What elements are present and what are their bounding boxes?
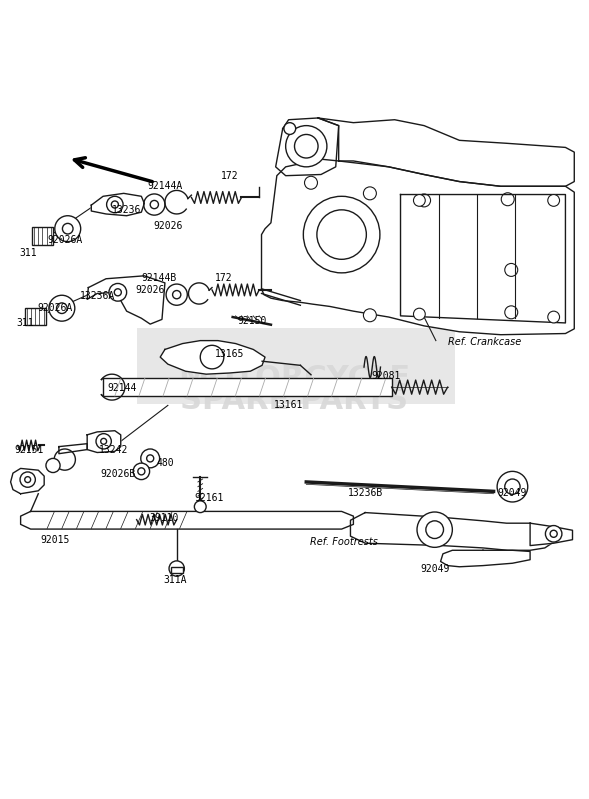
- Polygon shape: [262, 159, 574, 335]
- Circle shape: [418, 194, 431, 207]
- FancyBboxPatch shape: [25, 308, 46, 325]
- Circle shape: [107, 197, 123, 213]
- Circle shape: [20, 472, 35, 487]
- Circle shape: [505, 306, 518, 319]
- Circle shape: [286, 125, 327, 167]
- Circle shape: [109, 284, 127, 301]
- FancyBboxPatch shape: [137, 328, 455, 404]
- Text: 92144: 92144: [108, 383, 137, 393]
- Polygon shape: [91, 193, 144, 216]
- Circle shape: [548, 194, 560, 206]
- Text: 311: 311: [16, 318, 34, 328]
- Text: 311A: 311A: [164, 575, 187, 586]
- Text: Ref. Crankcase: Ref. Crankcase: [448, 336, 521, 347]
- Text: 92049: 92049: [420, 564, 449, 574]
- FancyBboxPatch shape: [103, 378, 392, 396]
- Circle shape: [144, 194, 165, 215]
- Circle shape: [417, 512, 452, 547]
- Circle shape: [57, 303, 67, 313]
- Text: 172: 172: [215, 273, 233, 283]
- Circle shape: [54, 449, 75, 470]
- Text: SPARE PARTS: SPARE PARTS: [180, 386, 409, 415]
- Circle shape: [413, 308, 425, 320]
- Polygon shape: [87, 276, 165, 324]
- Circle shape: [169, 561, 184, 576]
- Text: 172: 172: [221, 171, 239, 181]
- Text: 480: 480: [156, 458, 174, 467]
- Polygon shape: [276, 118, 339, 176]
- Circle shape: [413, 194, 425, 206]
- Circle shape: [303, 197, 380, 273]
- Circle shape: [49, 296, 75, 321]
- Circle shape: [166, 284, 187, 305]
- Polygon shape: [441, 551, 530, 566]
- Circle shape: [548, 311, 560, 323]
- Polygon shape: [160, 340, 265, 374]
- Polygon shape: [350, 513, 554, 551]
- Text: 92026A: 92026A: [47, 236, 82, 245]
- Polygon shape: [401, 194, 565, 323]
- Circle shape: [96, 434, 111, 449]
- Circle shape: [141, 449, 160, 468]
- Circle shape: [46, 459, 60, 472]
- Text: 92150: 92150: [237, 316, 267, 326]
- Circle shape: [497, 471, 528, 502]
- Text: 13242: 13242: [99, 444, 128, 455]
- Polygon shape: [318, 118, 574, 186]
- Polygon shape: [87, 431, 121, 452]
- Text: 92144A: 92144A: [147, 181, 183, 191]
- Circle shape: [501, 193, 514, 205]
- FancyBboxPatch shape: [171, 567, 183, 573]
- Text: 92081: 92081: [371, 371, 401, 381]
- Text: 13236B: 13236B: [348, 487, 383, 498]
- Text: 39110: 39110: [150, 513, 179, 523]
- Circle shape: [363, 187, 376, 200]
- Circle shape: [55, 216, 81, 241]
- Text: 92026B: 92026B: [100, 469, 135, 479]
- Polygon shape: [11, 468, 44, 494]
- Text: 92026: 92026: [153, 221, 183, 231]
- Circle shape: [194, 501, 206, 513]
- Text: 13165: 13165: [215, 349, 244, 359]
- Text: MOTORCYCLE: MOTORCYCLE: [178, 364, 411, 393]
- Text: 92049: 92049: [498, 487, 527, 498]
- Circle shape: [305, 177, 317, 189]
- Text: 311: 311: [19, 248, 37, 258]
- Circle shape: [545, 526, 562, 542]
- Text: 92144B: 92144B: [141, 273, 177, 283]
- Polygon shape: [59, 443, 87, 454]
- Text: 92161: 92161: [194, 493, 224, 503]
- Text: 13236A: 13236A: [80, 292, 115, 301]
- Text: 13236: 13236: [112, 205, 141, 215]
- Circle shape: [284, 123, 296, 134]
- Text: 92026A: 92026A: [37, 303, 72, 313]
- Circle shape: [200, 345, 224, 369]
- Text: 92015: 92015: [40, 535, 70, 545]
- Polygon shape: [21, 511, 353, 529]
- FancyBboxPatch shape: [32, 227, 53, 244]
- Text: 92026: 92026: [135, 285, 165, 295]
- Circle shape: [62, 224, 73, 234]
- Text: 13161: 13161: [274, 400, 303, 411]
- Text: 92151: 92151: [15, 444, 44, 455]
- Circle shape: [133, 463, 150, 479]
- Polygon shape: [530, 523, 573, 546]
- Circle shape: [363, 308, 376, 322]
- Circle shape: [505, 264, 518, 276]
- Text: Ref. Footrests: Ref. Footrests: [310, 537, 378, 547]
